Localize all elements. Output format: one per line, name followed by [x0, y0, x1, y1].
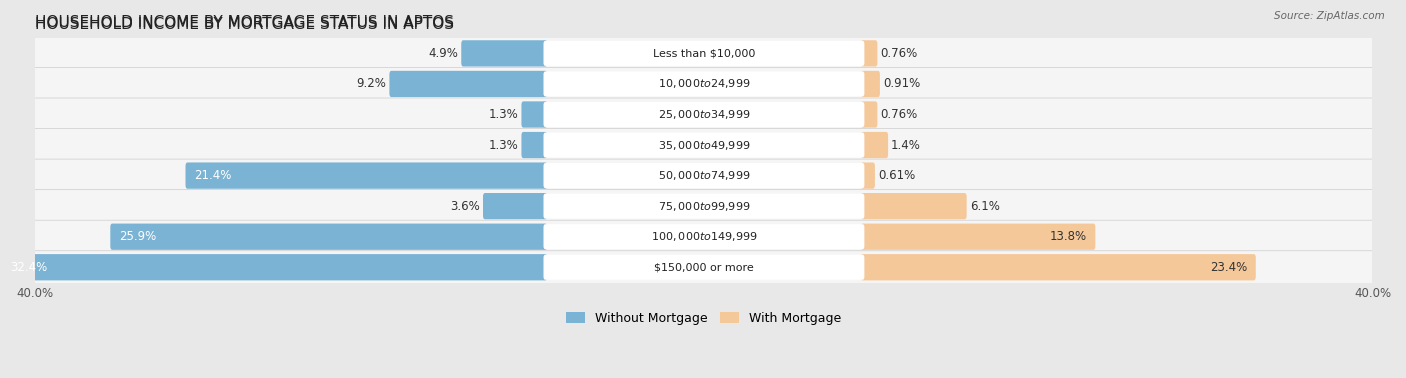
FancyBboxPatch shape	[32, 98, 1375, 131]
FancyBboxPatch shape	[461, 40, 547, 67]
Text: $25,000 to $34,999: $25,000 to $34,999	[658, 108, 751, 121]
FancyBboxPatch shape	[32, 159, 1375, 192]
Text: 32.4%: 32.4%	[10, 261, 48, 274]
Text: 13.8%: 13.8%	[1049, 230, 1087, 243]
FancyBboxPatch shape	[860, 223, 1095, 250]
FancyBboxPatch shape	[110, 223, 547, 250]
FancyBboxPatch shape	[32, 251, 1375, 284]
Text: $35,000 to $49,999: $35,000 to $49,999	[658, 139, 751, 152]
Text: 0.61%: 0.61%	[877, 169, 915, 182]
FancyBboxPatch shape	[32, 129, 1375, 161]
FancyBboxPatch shape	[544, 102, 865, 127]
Text: $50,000 to $74,999: $50,000 to $74,999	[658, 169, 751, 182]
Text: 1.3%: 1.3%	[489, 139, 519, 152]
FancyBboxPatch shape	[544, 194, 865, 219]
FancyBboxPatch shape	[522, 101, 547, 128]
FancyBboxPatch shape	[860, 163, 875, 189]
Text: 0.76%: 0.76%	[880, 108, 918, 121]
FancyBboxPatch shape	[32, 37, 1375, 70]
Text: HOUSEHOLD INCOME BY MORTGAGE STATUS IN APTOS: HOUSEHOLD INCOME BY MORTGAGE STATUS IN A…	[35, 17, 454, 32]
Text: 1.4%: 1.4%	[891, 139, 921, 152]
FancyBboxPatch shape	[544, 255, 865, 280]
Text: Source: ZipAtlas.com: Source: ZipAtlas.com	[1274, 11, 1385, 21]
FancyBboxPatch shape	[860, 193, 967, 219]
FancyBboxPatch shape	[1, 254, 547, 280]
FancyBboxPatch shape	[544, 224, 865, 249]
Text: 23.4%: 23.4%	[1209, 261, 1247, 274]
FancyBboxPatch shape	[389, 71, 547, 97]
FancyBboxPatch shape	[860, 101, 877, 128]
FancyBboxPatch shape	[484, 193, 547, 219]
Text: 1.3%: 1.3%	[489, 108, 519, 121]
FancyBboxPatch shape	[860, 132, 889, 158]
FancyBboxPatch shape	[860, 254, 1256, 280]
FancyBboxPatch shape	[186, 163, 547, 189]
Text: $150,000 or more: $150,000 or more	[654, 262, 754, 272]
Text: 25.9%: 25.9%	[120, 230, 156, 243]
FancyBboxPatch shape	[544, 41, 865, 66]
FancyBboxPatch shape	[544, 163, 865, 188]
FancyBboxPatch shape	[544, 133, 865, 158]
FancyBboxPatch shape	[32, 190, 1375, 223]
FancyBboxPatch shape	[544, 71, 865, 96]
FancyBboxPatch shape	[32, 220, 1375, 253]
Text: 4.9%: 4.9%	[429, 47, 458, 60]
Text: 3.6%: 3.6%	[450, 200, 479, 213]
FancyBboxPatch shape	[860, 40, 877, 67]
Text: $10,000 to $24,999: $10,000 to $24,999	[658, 77, 751, 90]
Text: 6.1%: 6.1%	[970, 200, 1000, 213]
Text: 0.76%: 0.76%	[880, 47, 918, 60]
Text: 0.91%: 0.91%	[883, 77, 920, 90]
FancyBboxPatch shape	[860, 71, 880, 97]
Text: 21.4%: 21.4%	[194, 169, 232, 182]
Text: 9.2%: 9.2%	[357, 77, 387, 90]
Legend: Without Mortgage, With Mortgage: Without Mortgage, With Mortgage	[561, 307, 846, 330]
FancyBboxPatch shape	[32, 67, 1375, 101]
FancyBboxPatch shape	[522, 132, 547, 158]
Text: $75,000 to $99,999: $75,000 to $99,999	[658, 200, 751, 213]
Text: HOUSEHOLD INCOME BY MORTGAGE STATUS IN APTOS: HOUSEHOLD INCOME BY MORTGAGE STATUS IN A…	[35, 15, 454, 30]
Text: $100,000 to $149,999: $100,000 to $149,999	[651, 230, 758, 243]
Text: Less than $10,000: Less than $10,000	[652, 48, 755, 58]
